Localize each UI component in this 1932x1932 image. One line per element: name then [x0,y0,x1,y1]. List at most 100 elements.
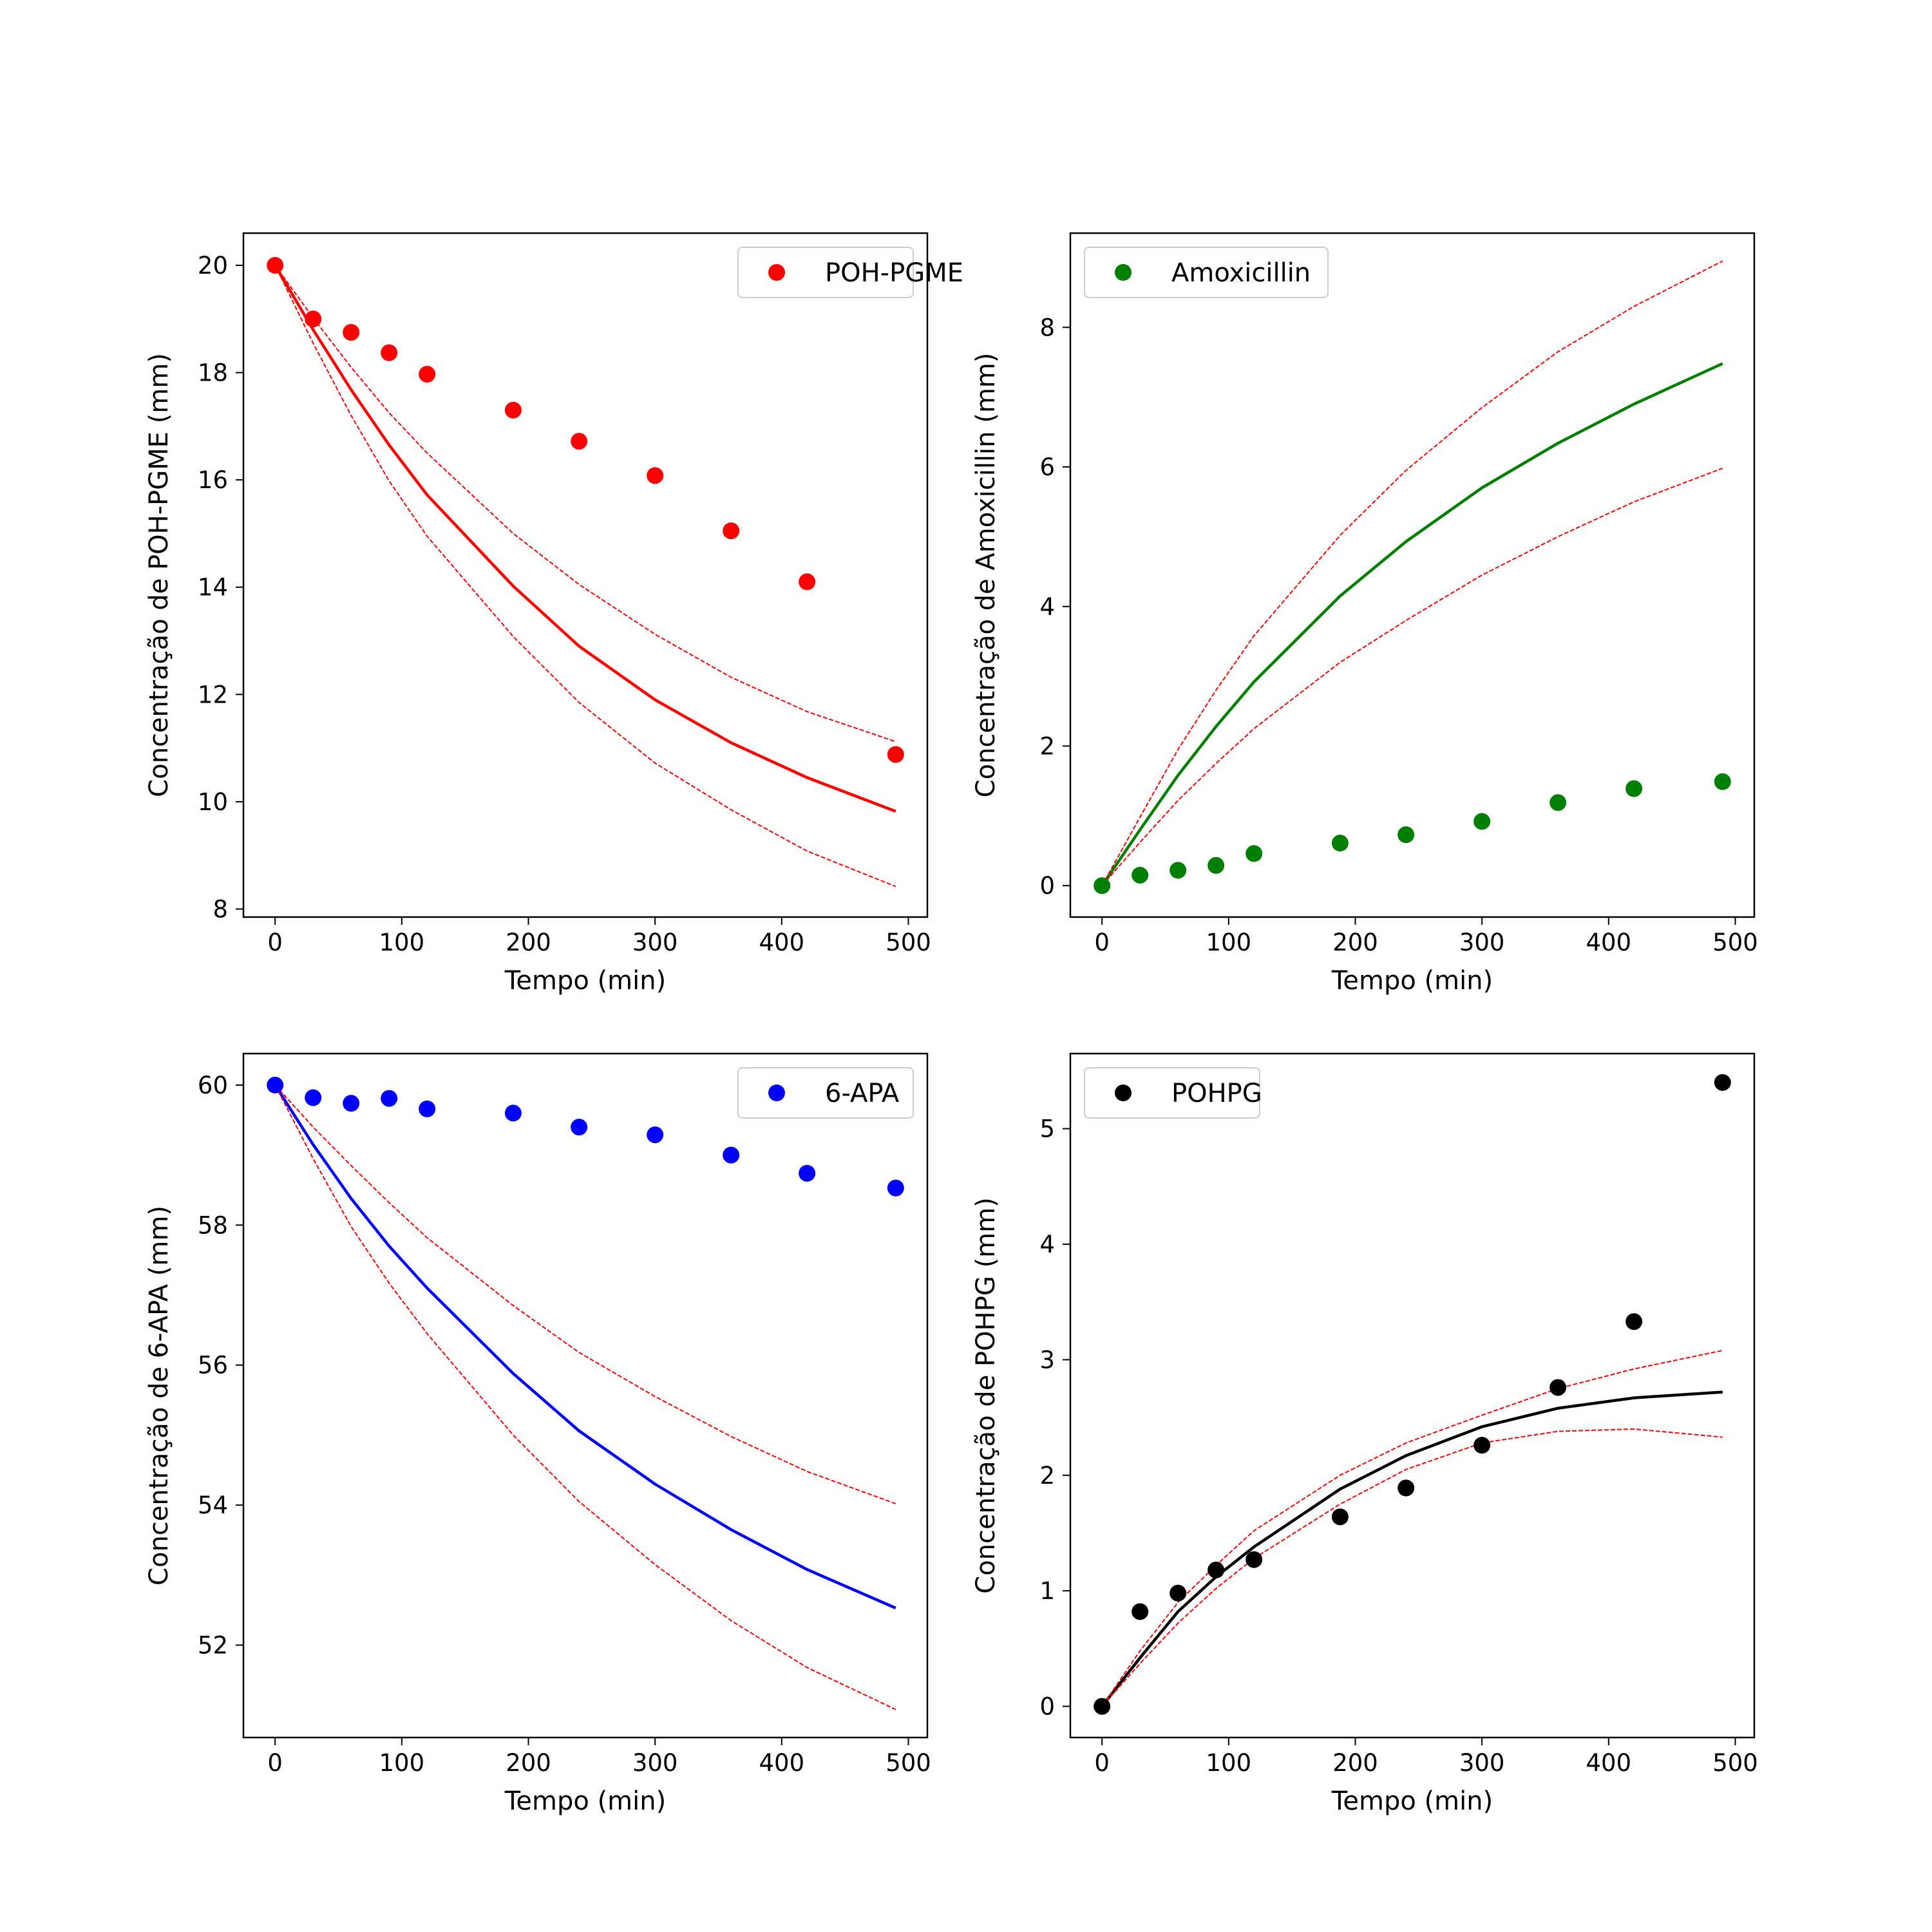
legend-box [1084,247,1329,298]
x-tick-label: 0 [1094,929,1110,956]
x-tick-label: 200 [506,929,551,956]
amoxicillin-data-point [1549,794,1567,811]
y-tick-label: 4 [1039,593,1055,621]
x-tick-label: 400 [759,929,805,956]
y-tick-label: 14 [198,574,228,601]
x-tick-label: 200 [1332,1749,1378,1777]
pohpg-data-point [1714,1074,1731,1091]
6-apa-model-line [274,1084,896,1609]
pohpg-data-point [1094,1698,1111,1715]
6-apa-data-point [267,1076,284,1094]
x-tick-label: 100 [379,1749,425,1777]
legend-label: POHPG [1171,1079,1262,1108]
legend-label: 6-APA [825,1079,900,1108]
legend-box [1084,1067,1260,1119]
amoxicillin-lower-line [1101,468,1723,886]
pohpg-model-line [1101,1390,1723,1707]
y-tick-label: 5 [1039,1115,1055,1143]
x-tick-label: 300 [1459,929,1505,956]
6-apa-lower-line [274,1084,896,1710]
poh-pgme-data-point [723,522,740,540]
amoxicillin-data-point [1245,845,1263,862]
y-axis-label: Concentração de Amoxicillin (mm) [971,353,1001,798]
x-tick-label: 200 [506,1749,551,1777]
6-apa-data-point [305,1089,322,1106]
poh-pgme-data-point [343,324,360,341]
legend-label: POH-PGME [825,258,963,288]
pohpg-upper-line [1101,1350,1723,1707]
legend-marker [1115,264,1132,281]
y-tick-label: 18 [198,359,228,387]
amoxicillin-data-point [1208,857,1225,874]
x-tick-label: 100 [1206,1749,1252,1777]
poh-pgme-data-point [799,573,816,591]
pohpg-data-point [1331,1508,1349,1526]
x-tick-label: 400 [1586,929,1632,956]
6-apa-data-point [381,1090,398,1107]
6-apa-data-point [419,1100,436,1117]
legend-box [737,247,914,298]
legend-label: Amoxicillin [1171,258,1311,288]
x-axis-label: Tempo (min) [504,966,666,996]
y-tick-label: 0 [1039,1693,1055,1721]
y-tick-label: 60 [198,1072,228,1099]
y-tick-label: 12 [198,681,228,708]
amoxicillin-data-point [1094,877,1111,895]
x-tick-label: 500 [1712,1749,1758,1777]
y-tick-label: 8 [213,896,228,923]
pohpg-data-point [1208,1561,1225,1578]
x-axis-label: Tempo (min) [504,1786,666,1816]
6-apa-data-point [723,1146,740,1164]
poh-pgme-data-point [647,467,664,484]
amoxicillin-upper-line [1101,260,1723,886]
amoxicillin-data-point [1714,773,1731,790]
y-axis-label: Concentração de POH-PGME (mm) [144,353,174,797]
6-apa-data-point [571,1119,588,1136]
x-tick-label: 400 [759,1749,805,1777]
chart-6-apa: 0 100 200 300 400 500 52 54 56 58 60 Tempo (min) Con… [144,1052,931,1816]
poh-pgme-data-point [571,433,588,450]
poh-pgme-model-line [274,264,896,813]
chart-pohpg: 0 100 200 300 400 500 0 1 2 3 4 5 Tempo (min) Concent… [971,1052,1758,1816]
y-tick-label: 2 [1039,733,1055,761]
amoxicillin-data-point [1625,780,1643,797]
legend-box [737,1067,914,1119]
y-tick-label: 2 [1039,1462,1055,1490]
y-tick-label: 16 [198,466,228,494]
plot-area [1069,232,1756,918]
amoxicillin-data-point [1397,826,1415,844]
plot-area [1069,1052,1756,1739]
6-apa-data-point [799,1164,816,1182]
y-tick-label: 54 [198,1492,228,1519]
legend-marker [768,1084,785,1101]
y-axis-label: Concentração de 6-APA (mm) [144,1206,174,1586]
x-tick-label: 500 [886,929,931,956]
6-apa-data-point [647,1126,664,1144]
amoxicillin-data-point [1132,866,1149,884]
y-tick-label: 3 [1039,1346,1055,1374]
poh-pgme-data-point [267,256,284,274]
legend-marker [1115,1084,1132,1101]
x-tick-label: 300 [1459,1749,1505,1777]
amoxicillin-model-line [1101,362,1723,887]
x-axis-label: Tempo (min) [1331,966,1493,996]
pohpg-data-point [1473,1437,1491,1454]
amoxicillin-data-point [1170,862,1187,879]
poh-pgme-data-point [504,401,522,419]
pohpg-data-point [1245,1551,1263,1568]
y-tick-label: 8 [1039,314,1055,341]
y-tick-label: 20 [198,252,228,279]
y-tick-label: 1 [1039,1577,1055,1605]
x-tick-label: 0 [267,929,283,956]
amoxicillin-data-point [1473,813,1491,830]
poh-pgme-data-point [381,344,398,361]
pohpg-data-point [1132,1603,1149,1620]
poh-pgme-data-point [419,366,436,383]
x-tick-label: 300 [632,929,678,956]
y-tick-label: 4 [1039,1231,1055,1258]
pohpg-data-point [1170,1584,1187,1602]
6-apa-data-point [504,1104,522,1122]
x-axis-label: Tempo (min) [1331,1786,1493,1816]
y-tick-label: 6 [1039,453,1055,481]
pohpg-data-point [1549,1379,1567,1396]
